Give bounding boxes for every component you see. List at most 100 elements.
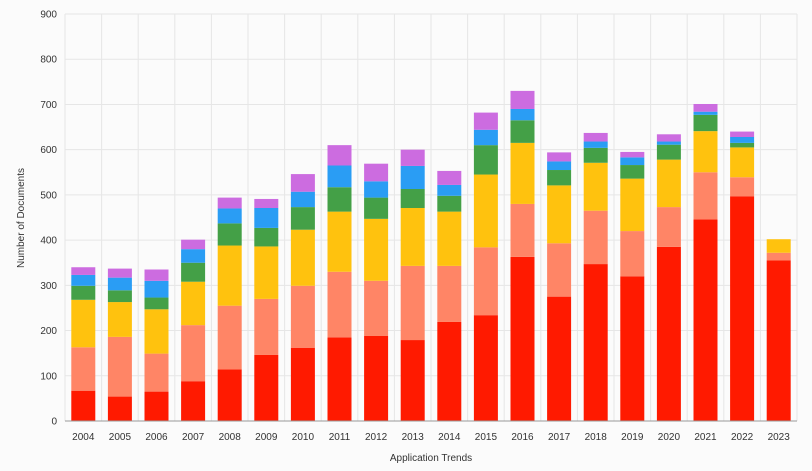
bar-segment[interactable]	[730, 177, 755, 197]
bar-segment[interactable]	[290, 285, 315, 348]
bar-segment[interactable]	[71, 347, 96, 391]
bar-segment[interactable]	[510, 142, 535, 204]
bar-segment[interactable]	[144, 280, 169, 298]
bar-segment[interactable]	[400, 149, 425, 166]
bar-segment[interactable]	[181, 239, 206, 250]
bar-segment[interactable]	[620, 231, 645, 277]
bar-segment[interactable]	[620, 157, 645, 166]
bar-segment[interactable]	[583, 264, 608, 421]
bar-segment[interactable]	[656, 134, 681, 142]
bar-segment[interactable]	[181, 325, 206, 382]
bar-segment[interactable]	[400, 340, 425, 421]
bar-segment[interactable]	[547, 185, 572, 244]
bar-segment[interactable]	[437, 321, 462, 421]
bar-segment[interactable]	[217, 197, 242, 209]
bar-segment[interactable]	[510, 120, 535, 143]
bar-segment[interactable]	[144, 391, 169, 421]
bar-segment[interactable]	[693, 219, 718, 421]
bar-segment[interactable]	[437, 184, 462, 196]
bar-segment[interactable]	[290, 207, 315, 230]
bar-segment[interactable]	[254, 227, 279, 247]
bar-segment[interactable]	[730, 147, 755, 178]
bar-segment[interactable]	[71, 267, 96, 275]
bar-segment[interactable]	[364, 163, 389, 182]
bar-segment[interactable]	[656, 159, 681, 208]
bar-segment[interactable]	[693, 131, 718, 173]
bar-segment[interactable]	[71, 299, 96, 348]
bar-segment[interactable]	[437, 195, 462, 212]
bar-segment[interactable]	[547, 170, 572, 186]
bar-segment[interactable]	[290, 191, 315, 208]
bar-segment[interactable]	[766, 260, 791, 421]
bar-segment[interactable]	[144, 269, 169, 281]
bar-segment[interactable]	[254, 298, 279, 355]
bar-segment[interactable]	[766, 239, 791, 253]
bar-segment[interactable]	[437, 265, 462, 322]
bar-segment[interactable]	[583, 141, 608, 148]
bar-segment[interactable]	[620, 151, 645, 158]
bar-segment[interactable]	[437, 170, 462, 185]
bar-segment[interactable]	[217, 208, 242, 224]
bar-segment[interactable]	[364, 197, 389, 219]
bar-segment[interactable]	[620, 178, 645, 232]
bar-segment[interactable]	[510, 203, 535, 257]
bar-segment[interactable]	[547, 296, 572, 421]
bar-segment[interactable]	[364, 335, 389, 421]
bar-segment[interactable]	[327, 337, 352, 421]
bar-segment[interactable]	[730, 142, 755, 148]
bar-segment[interactable]	[181, 281, 206, 326]
bar-segment[interactable]	[290, 229, 315, 286]
bar-segment[interactable]	[144, 297, 169, 310]
bar-segment[interactable]	[217, 245, 242, 306]
bar-segment[interactable]	[364, 218, 389, 281]
bar-segment[interactable]	[107, 268, 132, 278]
bar-segment[interactable]	[693, 114, 718, 132]
bar-segment[interactable]	[656, 246, 681, 421]
bar-segment[interactable]	[656, 141, 681, 145]
bar-segment[interactable]	[583, 162, 608, 211]
bar-segment[interactable]	[547, 161, 572, 171]
bar-segment[interactable]	[400, 265, 425, 341]
bar-segment[interactable]	[510, 108, 535, 121]
bar-segment[interactable]	[327, 211, 352, 272]
bar-segment[interactable]	[327, 271, 352, 338]
bar-segment[interactable]	[107, 290, 132, 303]
bar-segment[interactable]	[583, 210, 608, 265]
bar-segment[interactable]	[400, 208, 425, 266]
bar-segment[interactable]	[107, 396, 132, 421]
bar-segment[interactable]	[290, 347, 315, 421]
bar-segment[interactable]	[400, 165, 425, 190]
bar-segment[interactable]	[730, 137, 755, 143]
bar-segment[interactable]	[583, 147, 608, 163]
bar-segment[interactable]	[254, 246, 279, 299]
bar-segment[interactable]	[547, 243, 572, 297]
bar-segment[interactable]	[71, 274, 96, 286]
bar-segment[interactable]	[107, 336, 132, 397]
bar-segment[interactable]	[620, 276, 645, 421]
bar-segment[interactable]	[693, 111, 718, 115]
bar-segment[interactable]	[107, 277, 132, 291]
bar-segment[interactable]	[290, 174, 315, 192]
bar-segment[interactable]	[473, 247, 498, 316]
bar-segment[interactable]	[71, 285, 96, 300]
bar-segment[interactable]	[254, 208, 279, 228]
bar-segment[interactable]	[510, 90, 535, 109]
bar-segment[interactable]	[473, 174, 498, 248]
bar-segment[interactable]	[473, 145, 498, 175]
bar-segment[interactable]	[730, 196, 755, 421]
bar-segment[interactable]	[181, 249, 206, 263]
bar-segment[interactable]	[656, 144, 681, 160]
bar-segment[interactable]	[583, 132, 608, 142]
bar-segment[interactable]	[327, 187, 352, 212]
bar-segment[interactable]	[730, 131, 755, 138]
bar-segment[interactable]	[656, 207, 681, 247]
bar-segment[interactable]	[766, 252, 791, 261]
bar-segment[interactable]	[510, 256, 535, 421]
bar-segment[interactable]	[473, 112, 498, 130]
bar-segment[interactable]	[400, 189, 425, 209]
bar-segment[interactable]	[620, 165, 645, 179]
bar-segment[interactable]	[437, 211, 462, 266]
bar-segment[interactable]	[217, 223, 242, 246]
bar-segment[interactable]	[473, 315, 498, 421]
bar-segment[interactable]	[547, 152, 572, 162]
